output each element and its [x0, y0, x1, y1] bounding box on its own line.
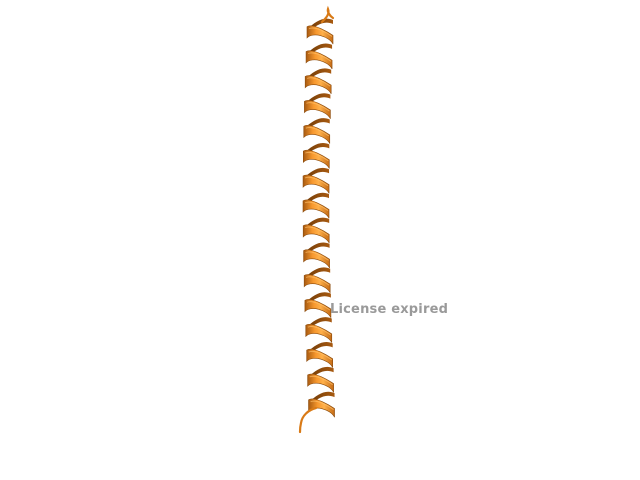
helix-turn-front	[302, 224, 330, 244]
helix-turn-back	[306, 43, 333, 59]
helix-turn-back	[304, 267, 331, 282]
helix-turn-back	[307, 18, 333, 34]
helix-turn-highlight	[304, 201, 329, 211]
helix-turn-front	[303, 149, 330, 169]
helix-turn-highlight	[308, 350, 332, 361]
helix-turn-highlight	[305, 276, 330, 286]
helix-turn-highlight	[310, 400, 334, 410]
helix-turn-back	[308, 391, 335, 407]
helix-bottom-terminus	[298, 406, 318, 434]
helix-turn-highlight	[306, 77, 331, 87]
helix-turn-highlight	[308, 27, 333, 37]
helix-turn-back	[304, 93, 331, 108]
helix-turn-front	[306, 348, 333, 368]
helix-turn-highlight	[306, 301, 331, 311]
helix-turn-front	[304, 100, 331, 119]
alpha-helix-ribbon	[302, 18, 335, 418]
helix-turn-front	[306, 25, 334, 45]
helix-turn-highlight	[307, 52, 332, 62]
helix-turn-highlight	[305, 151, 329, 162]
helix-top-terminus	[320, 5, 335, 24]
helix-turn-highlight	[306, 102, 330, 112]
helix-turn-front	[304, 299, 332, 318]
helix-turn-back	[306, 341, 333, 357]
helix-turn-highlight	[305, 127, 330, 137]
helix-turn-front	[307, 373, 334, 393]
helix-turn-back	[303, 242, 330, 258]
helix-turn-front	[303, 125, 331, 144]
helix-turn-back	[304, 292, 331, 307]
helix-turn-back	[303, 142, 330, 158]
helix-turn-back	[303, 167, 330, 183]
helix-turn-highlight	[304, 176, 329, 187]
helix-turn-highlight	[307, 326, 332, 336]
helix-turn-back	[305, 68, 332, 83]
helix-turn-back	[303, 118, 330, 133]
helix-turn-highlight	[309, 375, 333, 386]
helix-turn-front	[302, 174, 330, 194]
helix-turn-highlight	[305, 251, 329, 261]
helix-turn-highlight	[304, 226, 329, 236]
helix-turn-front	[303, 249, 330, 269]
helix-turn-front	[303, 274, 331, 294]
license-watermark: License expired	[330, 302, 449, 317]
helix-turn-back	[303, 217, 330, 233]
helix-turn-front	[304, 75, 332, 95]
helix-turn-front	[305, 324, 333, 343]
helix-turn-front	[302, 199, 330, 219]
helix-turn-front	[305, 50, 333, 70]
helix-turn-back	[303, 192, 330, 208]
helix-turn-back	[307, 366, 334, 382]
helix-turn-back	[305, 317, 332, 332]
